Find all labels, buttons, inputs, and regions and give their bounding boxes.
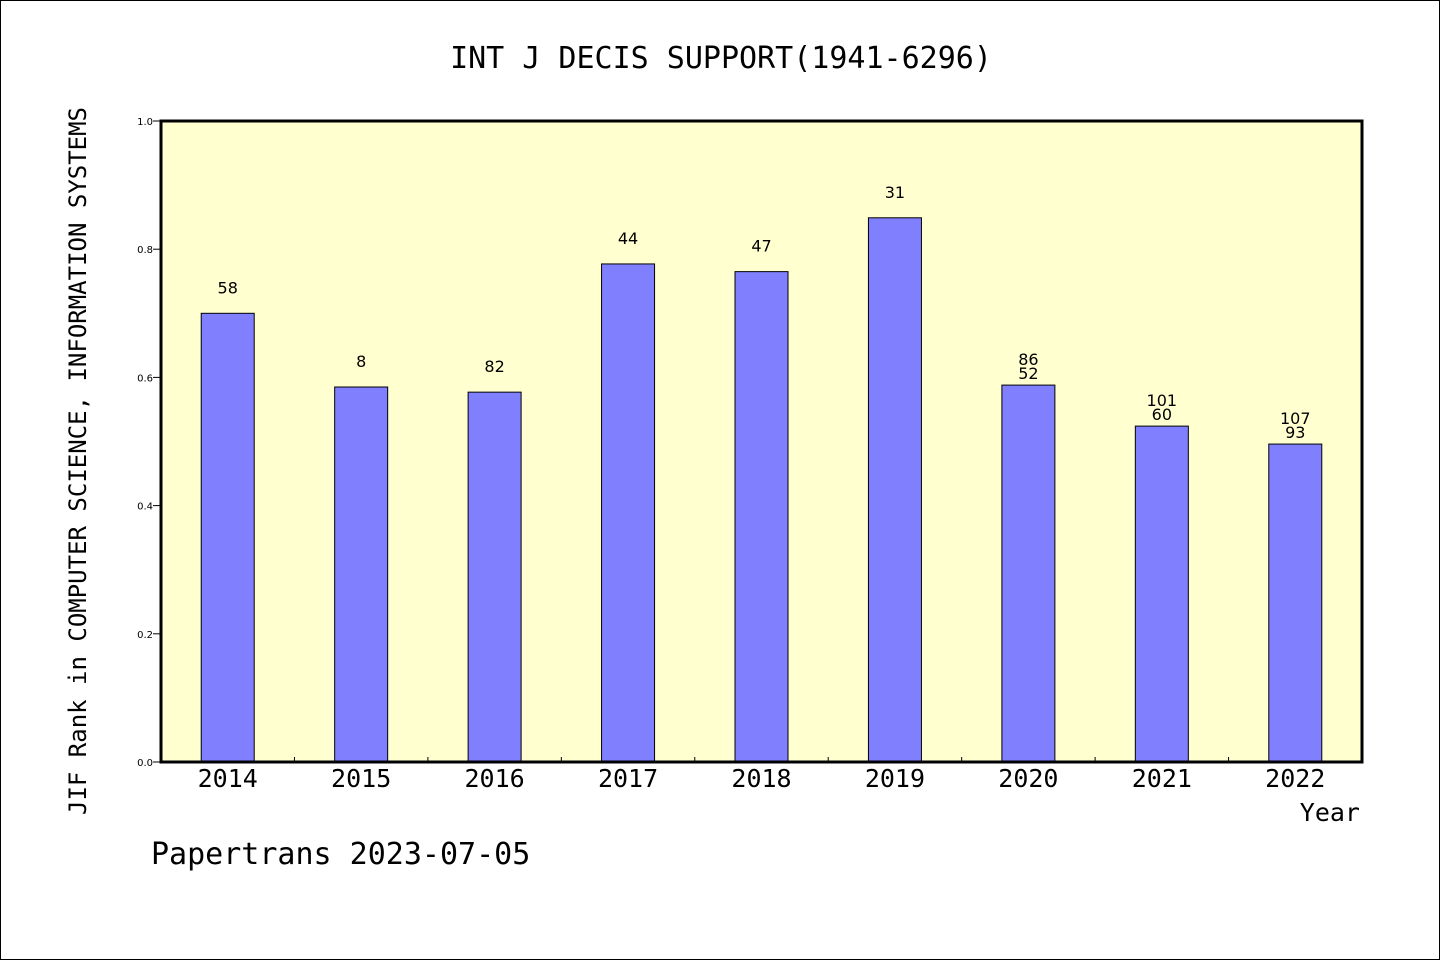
bar-rank-label: 52 bbox=[1018, 364, 1038, 383]
bar-rank-label: 47 bbox=[751, 237, 771, 256]
x-tick-label: 2016 bbox=[465, 764, 525, 793]
x-tick-label: 2021 bbox=[1132, 764, 1192, 793]
bar-rank-label: 93 bbox=[1285, 423, 1305, 442]
x-tick-label: 2017 bbox=[598, 764, 658, 793]
x-tick-label: 2015 bbox=[331, 764, 391, 793]
bar-2017 bbox=[601, 263, 656, 763]
bar-2014 bbox=[200, 312, 255, 763]
x-tick-label: 2022 bbox=[1265, 764, 1325, 793]
footer-stamp: Papertrans 2023-07-05 bbox=[151, 837, 530, 872]
plot-border bbox=[159, 119, 1364, 764]
bar-rank-label: 31 bbox=[885, 183, 905, 202]
x-tick-label: 2020 bbox=[998, 764, 1058, 793]
x-tick-label: 2018 bbox=[731, 764, 791, 793]
y-tick-label: 0.6 bbox=[137, 373, 153, 384]
y-tick-label: 0.0 bbox=[137, 758, 153, 769]
bar-rank-label: 44 bbox=[618, 229, 638, 248]
bar-rank-label: 86 bbox=[1018, 350, 1038, 369]
chart-title: INT J DECIS SUPPORT(1941-6296) bbox=[450, 41, 992, 76]
bar-rank-label: 60 bbox=[1152, 405, 1172, 424]
bar-2019 bbox=[867, 217, 922, 763]
bar-rank-label: 101 bbox=[1147, 391, 1178, 410]
x-axis-label: Year bbox=[1300, 798, 1360, 827]
bar-rank-label: 107 bbox=[1280, 409, 1311, 428]
y-axis-label: JIF Rank in COMPUTER SCIENCE, INFORMATIO… bbox=[64, 107, 92, 815]
bar-2021 bbox=[1134, 425, 1189, 763]
bar-rank-label: 58 bbox=[218, 278, 238, 297]
x-axis: 2014 2015 2016 2017 2018 2019 2020 2021 2022 bbox=[198, 757, 1325, 793]
bar-rank-label: 82 bbox=[484, 357, 504, 376]
bar-2020 bbox=[1001, 384, 1056, 763]
y-tick-label: 0.4 bbox=[137, 502, 153, 513]
bar-rank-label: 8 bbox=[356, 352, 366, 371]
bar-2018 bbox=[734, 271, 789, 763]
bar-2016 bbox=[467, 391, 522, 763]
x-tick-label: 2014 bbox=[198, 764, 258, 793]
bar-2022 bbox=[1268, 443, 1323, 763]
y-tick-label: 0.2 bbox=[137, 630, 153, 641]
bars-layer bbox=[200, 217, 1323, 763]
y-axis: 0.0 0.2 0.4 0.6 0.8 1.0 bbox=[137, 117, 161, 769]
y-tick-label: 1.0 bbox=[137, 117, 153, 128]
y-tick-label: 0.8 bbox=[137, 245, 153, 256]
x-tick-label: 2019 bbox=[865, 764, 925, 793]
bar-2015 bbox=[334, 386, 389, 763]
